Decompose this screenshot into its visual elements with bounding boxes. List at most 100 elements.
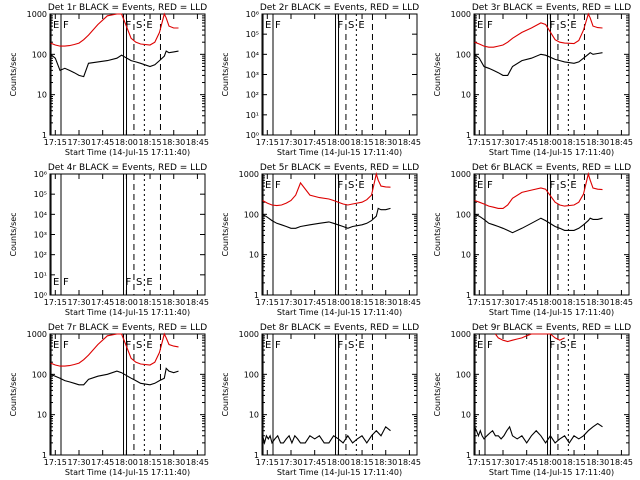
series-line-lld	[262, 171, 391, 207]
y-tick-label: 1000	[451, 330, 471, 339]
series-line-lld	[474, 171, 603, 209]
y-tick-label: 10⁵	[34, 190, 47, 199]
marker-label: E	[477, 180, 483, 191]
x-tick-label: 18:00	[539, 458, 562, 467]
x-axis-label: Start Time (14-Jul-15 17:11:40)	[65, 308, 190, 317]
marker-label: S	[136, 340, 142, 351]
y-tick-label: 10⁰	[34, 291, 47, 300]
marker-label: F	[126, 277, 132, 288]
y-tick-label: 1	[254, 291, 259, 300]
y-tick-label: 10³	[34, 231, 47, 240]
panel-det-3: Det 3r BLACK = Events, RED = LLD 1 10 100 10…	[433, 3, 633, 157]
x-tick-label: 18:00	[327, 298, 350, 307]
marker-label: F	[63, 340, 69, 351]
x-axis-label: Start Time (14-Jul-15 17:11:40)	[489, 308, 614, 317]
y-tick-label: 1	[466, 291, 471, 300]
marker-label: F	[275, 180, 281, 191]
marker-label: E	[477, 340, 483, 351]
marker-label: S	[136, 20, 142, 31]
marker-label: S	[348, 20, 354, 31]
x-tick-label: 17:30	[67, 458, 90, 467]
x-tick-label: 17:45	[303, 458, 326, 467]
x-tick-label: 18:45	[186, 458, 209, 467]
x-axis-label: Start Time (14-Jul-15 17:11:40)	[65, 148, 190, 157]
panel-det-5: Det 5r BLACK = Events, RED = LLD 1 10 100 10…	[221, 163, 421, 317]
marker-label: S	[560, 20, 566, 31]
y-tick-label: 10⁵	[246, 30, 259, 39]
y-tick-label: 100	[244, 370, 259, 379]
marker-label: S	[348, 340, 354, 351]
marker-label: E	[146, 277, 152, 288]
marker-label: E	[146, 340, 152, 351]
series-line-events	[50, 367, 179, 386]
x-tick-label: 18:15	[351, 138, 374, 147]
y-tick-label: 100	[32, 370, 47, 379]
x-tick-label: 18:30	[374, 138, 397, 147]
marker-label: E	[265, 180, 271, 191]
y-tick-label: 10⁶	[246, 10, 259, 19]
marker-label: S	[560, 340, 566, 351]
y-tick-label: 10	[249, 251, 259, 260]
y-tick-label: 1000	[451, 170, 471, 179]
y-axis-label: Counts/sec	[9, 52, 18, 96]
marker-label: E	[477, 20, 483, 31]
x-tick-label: 18:30	[374, 458, 397, 467]
x-axis-label: Start Time (14-Jul-15 17:11:40)	[277, 148, 402, 157]
y-axis-label: Counts/sec	[221, 52, 230, 96]
marker-label: F	[338, 340, 344, 351]
marker-label: E	[53, 277, 59, 288]
x-tick-label: 17:45	[515, 458, 538, 467]
panel-det-8: Det 8r BLACK = Events, RED = LLD 1 10 100 10…	[221, 323, 421, 477]
x-tick-label: 18:00	[115, 138, 138, 147]
x-tick-label: 18:15	[563, 458, 586, 467]
x-tick-label: 18:15	[563, 138, 586, 147]
y-tick-label: 10	[37, 91, 47, 100]
marker-label: S	[560, 180, 566, 191]
x-tick-label: 17:45	[515, 138, 538, 147]
x-axis-label: Start Time (14-Jul-15 17:11:40)	[489, 468, 614, 477]
x-tick-label: 18:30	[586, 298, 609, 307]
series-line-lld	[494, 333, 565, 343]
series-line-lld	[50, 12, 179, 47]
y-tick-label: 1	[42, 451, 47, 460]
x-tick-label: 18:00	[539, 298, 562, 307]
x-tick-label: 17:45	[303, 138, 326, 147]
series-line-events	[474, 213, 603, 234]
y-tick-label: 100	[456, 210, 471, 219]
y-tick-label: 1	[42, 131, 47, 140]
y-tick-label: 10⁴	[246, 50, 259, 59]
plot-frame	[473, 173, 630, 296]
marker-label: F	[275, 20, 281, 31]
x-tick-label: 18:45	[610, 458, 633, 467]
x-tick-label: 17:30	[491, 298, 514, 307]
plot-frame	[261, 13, 418, 136]
x-tick-label: 17:45	[91, 458, 114, 467]
y-tick-label: 10¹	[246, 111, 259, 120]
x-tick-label: 17:45	[91, 298, 114, 307]
marker-label: F	[338, 20, 344, 31]
y-tick-label: 1000	[27, 330, 47, 339]
y-tick-label: 100	[244, 210, 259, 219]
x-tick-label: 18:15	[139, 458, 162, 467]
x-tick-label: 18:45	[610, 138, 633, 147]
marker-label: F	[338, 180, 344, 191]
x-axis-label: Start Time (14-Jul-15 17:11:40)	[65, 468, 190, 477]
x-tick-label: 17:15	[44, 138, 67, 147]
x-tick-label: 18:00	[327, 458, 350, 467]
series-line-events	[50, 50, 179, 78]
y-axis-label: Counts/sec	[433, 212, 442, 256]
y-tick-label: 1000	[27, 10, 47, 19]
x-tick-label: 18:45	[186, 298, 209, 307]
y-tick-label: 1000	[451, 10, 471, 19]
x-tick-label: 18:45	[398, 458, 421, 467]
marker-label: E	[358, 180, 364, 191]
x-tick-label: 17:15	[256, 298, 279, 307]
y-tick-label: 10³	[246, 71, 259, 80]
x-tick-label: 17:30	[67, 298, 90, 307]
x-tick-label: 18:15	[139, 138, 162, 147]
y-tick-label: 10⁴	[34, 210, 47, 219]
panel-det-1: Det 1r BLACK = Events, RED = LLD 1 10 100 10…	[9, 3, 209, 157]
x-tick-label: 18:15	[563, 298, 586, 307]
